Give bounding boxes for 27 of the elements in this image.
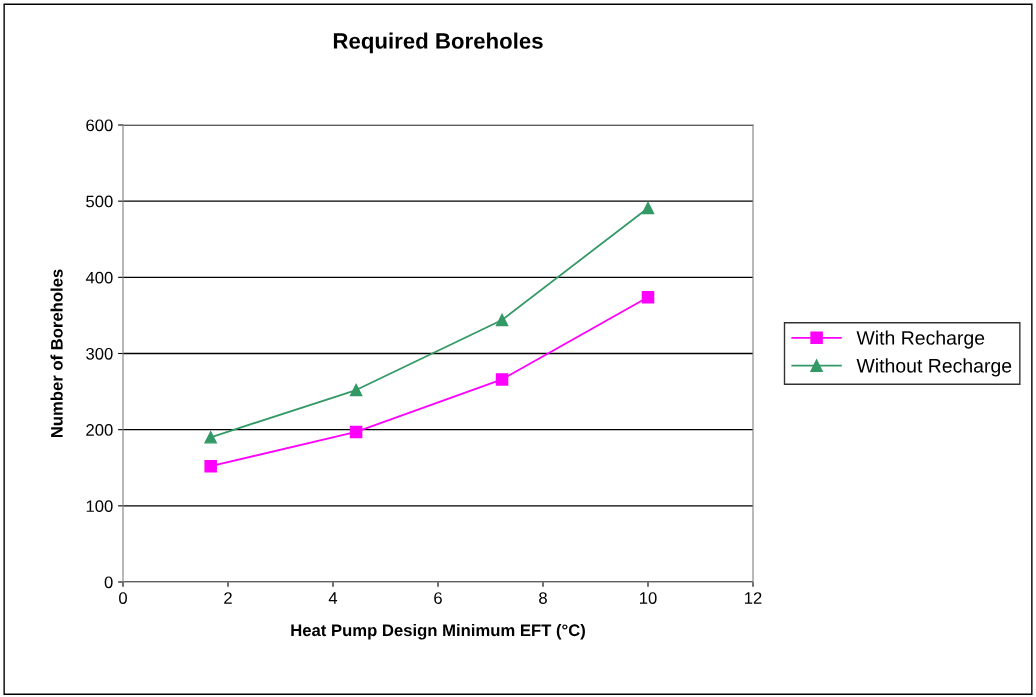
- y-tick-label: 500: [86, 195, 113, 208]
- point: [495, 373, 509, 386]
- x-tick-label: 8: [539, 592, 547, 604]
- y-tick-label: 100: [86, 500, 113, 513]
- y-tick-label: 600: [86, 119, 113, 132]
- point: [641, 290, 655, 304]
- y-tick-label: 200: [86, 424, 113, 436]
- y-axis-title: Number of Boreholes: [50, 269, 63, 438]
- point: [204, 431, 217, 444]
- point: [349, 383, 363, 397]
- x-tick-label: 10: [640, 592, 657, 604]
- y-tick-label: 300: [86, 347, 113, 360]
- y-tick-label: 0: [104, 576, 113, 589]
- point: [641, 201, 655, 215]
- chart-title: Required Boreholes: [333, 32, 543, 54]
- point: [349, 425, 363, 439]
- x-tick-label: 12: [745, 592, 762, 604]
- point: [204, 459, 217, 473]
- x-tick-label: 4: [328, 592, 338, 604]
- legend-label: Without Recharge: [856, 358, 1012, 377]
- x-tick-label: 6: [434, 592, 442, 604]
- x-tick-label: 2: [224, 592, 232, 604]
- x-tick-label: 0: [119, 592, 127, 604]
- point: [495, 313, 509, 327]
- x-axis-title: Heat Pump Design Minimum EFT (°C): [291, 623, 585, 640]
- y-tick-label: 400: [85, 271, 113, 284]
- legend-label: With Recharge: [856, 330, 985, 349]
